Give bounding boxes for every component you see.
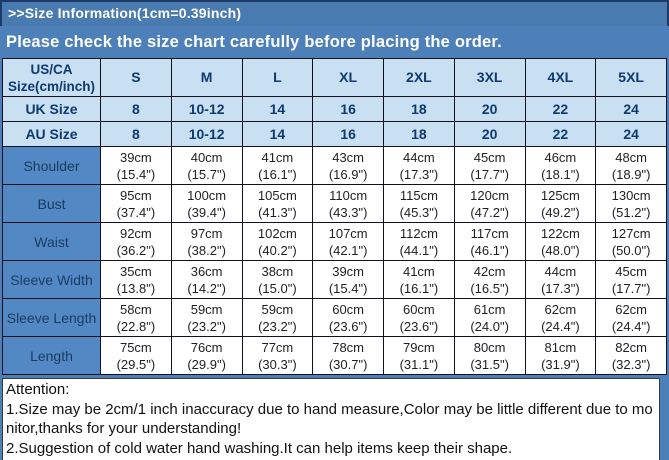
size-cell: 39cm (15.4"): [100, 146, 172, 185]
size-cell: 122cm (48.0"): [524, 222, 597, 261]
size-cell: 45cm (17.7"): [453, 146, 526, 185]
table-row-sleeve-length: Sleeve Length 58cm (22.8") 59cm (23.2") 59c…: [2, 298, 667, 337]
size-cell: 112cm (44.1"): [383, 222, 455, 261]
size-column-header: 5XL: [595, 58, 667, 97]
size-cell: 120cm (47.2"): [453, 184, 526, 223]
row-label: Shoulder: [2, 146, 101, 185]
size-cell: 102cm (40.2"): [241, 222, 314, 261]
size-column-header: 2XL: [383, 58, 455, 97]
size-cell: 40cm (15.7"): [170, 146, 243, 185]
row-label: UK Size: [2, 96, 101, 122]
size-cell: 75cm (29.5"): [100, 336, 172, 375]
size-cell: 60cm (23.6"): [312, 298, 384, 337]
size-cell: 24: [595, 121, 667, 147]
size-cell: 107cm (42.1"): [312, 222, 384, 261]
size-cell: 105cm (41.3"): [241, 184, 314, 223]
size-cell: 130cm (51.2"): [595, 184, 667, 223]
size-chart-table: US/CA Size(cm/inch) S M L XL 2XL 3XL 4XL 5XL UK …: [2, 58, 667, 375]
size-cell: 58cm (22.8"): [100, 298, 172, 337]
size-cell: 59cm (23.2"): [170, 298, 243, 337]
size-header-row: US/CA Size(cm/inch) S M L XL 2XL 3XL 4XL 5XL: [2, 58, 667, 97]
size-cell: 62cm (24.4"): [524, 298, 597, 337]
size-column-header: M: [170, 58, 243, 97]
size-cell: 42cm (16.5"): [453, 260, 526, 299]
table-row-uk-size: UK Size 8 10-12 14 16 18 20 22 24: [2, 96, 667, 122]
size-cell: 46cm (18.1"): [524, 146, 597, 185]
table-row-sleeve-width: Sleeve Width 35cm (13.8") 36cm (14.2") 38cm…: [2, 260, 667, 299]
row-label: Length: [2, 336, 101, 375]
size-chart-warning-text: Please check the size chart carefully be…: [6, 33, 502, 51]
size-cell: 59cm (23.2"): [241, 298, 314, 337]
size-column-header: XL: [312, 58, 384, 97]
size-cell: 38cm (15.0"): [241, 260, 314, 299]
attention-heading: Attention:: [6, 381, 70, 398]
size-cell: 45cm (17.7"): [595, 260, 667, 299]
size-cell: 80cm (31.5"): [453, 336, 526, 375]
size-cell: 81cm (31.9"): [524, 336, 597, 375]
size-cell: 97cm (38.2"): [170, 222, 243, 261]
row-label: AU Size: [2, 121, 101, 147]
size-cell: 125cm (49.2"): [524, 184, 597, 223]
size-cell: 41cm (16.1"): [241, 146, 314, 185]
size-cell: 79cm (31.1"): [383, 336, 455, 375]
size-cell: 82cm (32.3"): [595, 336, 667, 375]
size-cell: 20: [453, 121, 526, 147]
size-cell: 24: [595, 96, 667, 122]
attention-line-1: 1.Size may be 2cm/1 inch inaccuracy due …: [6, 400, 653, 438]
size-cell: 92cm (36.2"): [100, 222, 172, 261]
size-cell: 18: [383, 96, 455, 122]
attention-note: Attention: 1.Size may be 2cm/1 inch inac…: [2, 378, 660, 460]
row-label: Bust: [2, 184, 101, 223]
size-cell: 117cm (46.1"): [453, 222, 526, 261]
size-cell: 22: [524, 121, 597, 147]
row-label: Waist: [2, 222, 101, 261]
size-column-header: L: [241, 58, 314, 97]
size-cell: 10-12: [170, 121, 243, 147]
table-row-waist: Waist 92cm (36.2") 97cm (38.2") 102cm (40.2…: [2, 222, 667, 261]
size-cell: 14: [241, 96, 314, 122]
size-cell: 8: [100, 121, 172, 147]
row-label: Sleeve Length: [2, 298, 101, 337]
size-cell: 62cm (24.4"): [595, 298, 667, 337]
size-info-title-bar: >>Size Information(1cm=0.39inch): [0, 0, 669, 26]
size-column-header: S: [100, 58, 172, 97]
size-cell: 18: [383, 121, 455, 147]
size-cell: 78cm (30.7"): [312, 336, 384, 375]
row-label: Sleeve Width: [2, 260, 101, 299]
size-cell: 16: [312, 121, 384, 147]
size-cell: 16: [312, 96, 384, 122]
size-cell: 60cm (23.6"): [383, 298, 455, 337]
size-cell: 100cm (39.4"): [170, 184, 243, 223]
table-row-length: Length 75cm (29.5") 76cm (29.9") 77cm (30.3…: [2, 336, 667, 375]
size-cell: 115cm (45.3"): [383, 184, 455, 223]
size-cell: 44cm (17.3"): [524, 260, 597, 299]
size-cell: 14: [241, 121, 314, 147]
size-cell: 36cm (14.2"): [170, 260, 243, 299]
size-cell: 20: [453, 96, 526, 122]
size-cell: 35cm (13.8"): [100, 260, 172, 299]
size-cell: 8: [100, 96, 172, 122]
corner-header-cell: US/CA Size(cm/inch): [2, 58, 101, 97]
size-cell: 10-12: [170, 96, 243, 122]
table-row-shoulder: Shoulder 39cm (15.4") 40cm (15.7") 41cm (16…: [2, 146, 667, 185]
size-cell: 39cm (15.4"): [312, 260, 384, 299]
size-cell: 77cm (30.3"): [241, 336, 314, 375]
size-cell: 61cm (24.0"): [453, 298, 526, 337]
table-row-bust: Bust 95cm (37.4") 100cm (39.4") 105cm (41.3…: [2, 184, 667, 223]
size-cell: 110cm (43.3"): [312, 184, 384, 223]
table-row-au-size: AU Size 8 10-12 14 16 18 20 22 24: [2, 121, 667, 147]
size-column-header: 4XL: [524, 58, 597, 97]
size-cell: 48cm (18.9"): [595, 146, 667, 185]
size-cell: 44cm (17.3"): [383, 146, 455, 185]
size-column-header: 3XL: [453, 58, 526, 97]
size-cell: 76cm (29.9"): [170, 336, 243, 375]
size-cell: 127cm (50.0"): [595, 222, 667, 261]
attention-line-2: 2.Suggestion of cold water hand washing.…: [6, 439, 513, 457]
size-cell: 41cm (16.1"): [383, 260, 455, 299]
page-title: >>Size Information(1cm=0.39inch): [8, 5, 242, 21]
size-cell: 95cm (37.4"): [100, 184, 172, 223]
size-cell: 43cm (16.9"): [312, 146, 384, 185]
size-cell: 22: [524, 96, 597, 122]
